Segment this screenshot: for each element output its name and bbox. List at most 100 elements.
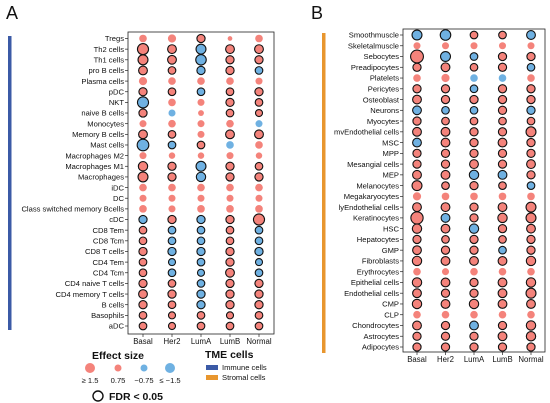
effect-dot	[167, 87, 177, 97]
effect-dot	[168, 98, 176, 107]
effect-dot	[440, 62, 451, 73]
effect-dot	[527, 310, 535, 319]
effect-dot	[167, 321, 177, 331]
effect-dot	[526, 30, 536, 40]
effect-dot	[526, 234, 536, 245]
effect-dot	[440, 169, 451, 180]
effect-dot	[526, 159, 536, 170]
effect-dot	[225, 129, 235, 140]
effect-dot	[225, 225, 235, 235]
effect-dot	[412, 234, 422, 245]
effect-dot	[196, 300, 206, 310]
row-label: Astrocytes	[364, 332, 400, 341]
effect-dot	[497, 105, 508, 115]
effect-dot	[411, 180, 423, 192]
effect-dot	[198, 110, 204, 116]
effect-dot	[469, 245, 479, 255]
effect-dot	[167, 289, 177, 299]
effect-dot	[497, 255, 508, 266]
effect-dot	[469, 52, 479, 61]
x-tick-label: LumB	[492, 355, 512, 364]
row-label: Endothelial cells	[344, 289, 399, 298]
x-tick-label: Her2	[164, 337, 181, 346]
effect-dot	[497, 342, 508, 352]
effect-dot	[254, 289, 264, 299]
row-label: aDC	[109, 322, 125, 331]
legend-label-ge-1-5: ≥ 1.5	[82, 376, 99, 385]
row-label: Melanocytes	[356, 181, 399, 190]
effect-dot	[254, 161, 264, 171]
effect-dot	[527, 192, 535, 201]
row-label: Erythrocytes	[357, 267, 399, 276]
effect-dot	[167, 129, 177, 139]
effect-dot	[440, 148, 451, 158]
legend-swatch-negative-large	[165, 363, 175, 373]
effect-dot	[138, 65, 148, 76]
row-label: Smoothmuscle	[349, 31, 399, 40]
row-label: Skeletalmuscle	[348, 41, 399, 50]
effect-dot	[412, 116, 422, 126]
effect-dot	[255, 120, 263, 128]
row-label: Neurons	[370, 106, 399, 115]
effect-dot	[412, 105, 422, 116]
effect-dot	[167, 268, 177, 278]
effect-dot	[525, 201, 537, 213]
row-label: DC	[113, 194, 124, 203]
effect-dot	[255, 183, 263, 192]
effect-dot	[226, 205, 234, 213]
effect-dot	[168, 109, 176, 117]
row-label: MSC	[382, 138, 399, 147]
effect-dot	[136, 138, 150, 152]
effect-dot	[225, 267, 235, 278]
effect-dot	[412, 245, 422, 256]
effect-dot	[470, 267, 478, 276]
effect-dot	[196, 257, 206, 267]
effect-dot	[526, 116, 536, 126]
effect-dot	[441, 310, 450, 319]
x-tick-label: Basal	[407, 355, 427, 364]
legend-label-neg-0-75: −0.75	[134, 376, 153, 385]
effect-dot	[197, 120, 205, 128]
effect-dot	[440, 202, 451, 213]
effect-dot	[498, 42, 507, 50]
effect-dot	[439, 29, 452, 41]
x-tick-label: Normal	[518, 355, 543, 364]
effect-dot	[526, 94, 536, 105]
stromal-cells-swatch	[206, 375, 218, 380]
effect-dot	[226, 152, 234, 160]
effect-dot	[497, 320, 508, 331]
effect-dot	[197, 130, 205, 138]
effect-dot	[167, 140, 177, 150]
effect-dot	[196, 214, 206, 225]
effect-dot	[225, 289, 235, 299]
effect-dot	[439, 50, 452, 63]
effect-dot	[167, 258, 177, 267]
row-label: cDC	[109, 215, 124, 224]
effect-dot	[254, 172, 264, 182]
effect-dot	[498, 235, 507, 244]
effect-dot	[470, 192, 478, 201]
effect-dot	[196, 310, 206, 320]
effect-dot	[197, 194, 205, 202]
row-label: CD4 Tcm	[93, 268, 124, 277]
effect-dot	[196, 289, 206, 299]
effect-dot	[410, 211, 424, 225]
effect-dot	[497, 202, 508, 213]
effect-dot	[168, 183, 176, 192]
row-label: Osteoblast	[363, 95, 400, 104]
effect-dot	[470, 310, 478, 319]
effect-dot	[440, 84, 451, 94]
legend-label-le-neg-1-5: ≤ −1.5	[159, 376, 180, 385]
effect-dot	[498, 181, 507, 190]
effect-dot	[138, 300, 148, 310]
effect-dot	[167, 66, 177, 75]
effect-dot	[440, 126, 451, 137]
row-label: CD4 Tem	[92, 258, 124, 267]
effect-dot	[498, 245, 507, 255]
stromal-group-bar	[322, 33, 326, 353]
effect-dot	[469, 84, 479, 94]
effect-dot	[139, 205, 147, 213]
effect-dot	[138, 268, 148, 278]
fdr-outline-swatch	[92, 390, 104, 402]
